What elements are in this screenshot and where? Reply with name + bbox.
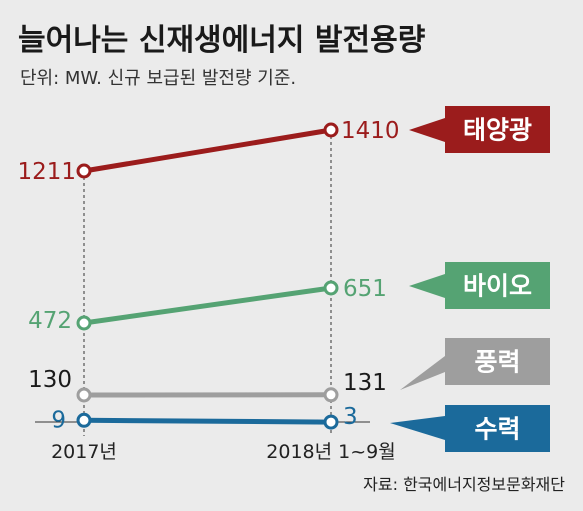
chart-subtitle: 단위: MW. 신규 보급된 발전량 기준. (20, 68, 296, 89)
series-tag-hydro (445, 405, 550, 452)
series-tag-solar (445, 106, 550, 153)
x-tick-2018: 2018년 1~9월 (266, 441, 395, 463)
data-point-solar-1 (323, 122, 339, 138)
data-point-wind-1 (323, 387, 339, 403)
series-tag-pointer-solar (409, 118, 445, 142)
series-name-bio: 바이오 (463, 272, 532, 301)
series-line-bio (81, 285, 334, 326)
series-line-hydro (81, 417, 334, 425)
data-label-wind-0: 130 (28, 367, 72, 393)
x-tick-2017: 2017년 (51, 441, 117, 463)
data-label-hydro-1: 3 (343, 404, 358, 430)
data-label-solar-1: 1410 (341, 118, 400, 144)
data-label-bio-0: 472 (28, 308, 72, 334)
data-label-hydro-0: 9 (51, 407, 66, 433)
data-label-wind-1: 131 (343, 370, 387, 396)
data-point-bio-1 (323, 280, 339, 296)
series-tag-bio (445, 262, 550, 309)
series-name-hydro: 수력 (474, 415, 520, 444)
chart-title: 늘어나는 신재생에너지 발전용량 (18, 23, 426, 58)
series-name-wind: 풍력 (474, 348, 520, 377)
series-line-solar (81, 127, 334, 174)
series-tag-wind (445, 338, 550, 385)
data-point-bio-0 (76, 315, 92, 331)
data-point-hydro-1 (323, 414, 339, 430)
series-tag-pointer-bio (409, 274, 445, 298)
data-label-bio-1: 651 (343, 276, 387, 302)
data-label-solar-0: 1211 (17, 159, 76, 185)
source-note: 자료: 한국에너지정보문화재단 (363, 475, 565, 494)
series-tag-pointer-hydro (390, 416, 445, 440)
data-point-solar-0 (76, 163, 92, 179)
series-tag-pointer-wind (400, 356, 445, 390)
data-point-hydro-0 (76, 412, 92, 428)
data-point-wind-0 (76, 387, 92, 403)
series-name-solar: 태양광 (463, 116, 532, 145)
series-layer: 1211 1410 태양광 472 651 바이오 130 131 풍력 9 3 수력 (17, 106, 550, 452)
